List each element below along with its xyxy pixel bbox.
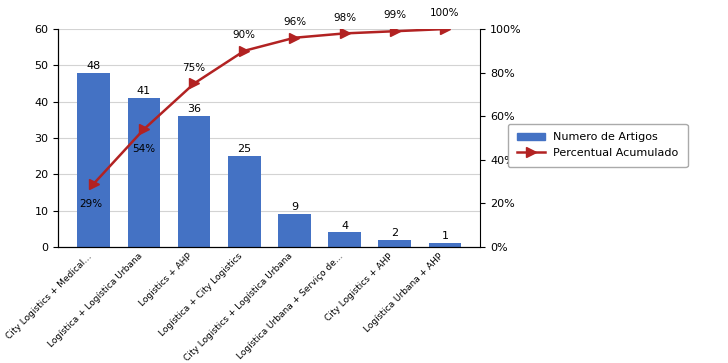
Text: 98%: 98%: [333, 12, 356, 23]
Text: 75%: 75%: [183, 62, 205, 73]
Text: 25: 25: [237, 144, 251, 154]
Bar: [228, 156, 261, 247]
Legend: Numero de Artigos, Percentual Acumulado: Numero de Artigos, Percentual Acumulado: [508, 123, 687, 167]
Text: 90%: 90%: [233, 30, 256, 40]
Text: 100%: 100%: [430, 8, 459, 18]
Bar: [127, 98, 160, 247]
Text: 54%: 54%: [132, 144, 156, 155]
Bar: [178, 116, 210, 247]
Bar: [278, 214, 311, 247]
Text: 41: 41: [137, 86, 151, 96]
Text: 48: 48: [87, 61, 101, 71]
Bar: [328, 232, 361, 247]
Text: 36: 36: [187, 104, 201, 114]
Text: 99%: 99%: [383, 10, 406, 20]
Text: 2: 2: [391, 228, 398, 238]
Bar: [429, 243, 462, 247]
Bar: [379, 240, 411, 247]
Text: 29%: 29%: [79, 199, 103, 209]
Text: 4: 4: [341, 220, 348, 231]
Text: 96%: 96%: [283, 17, 306, 27]
Text: 9: 9: [291, 202, 298, 212]
Bar: [77, 73, 110, 247]
Text: 1: 1: [441, 231, 448, 241]
